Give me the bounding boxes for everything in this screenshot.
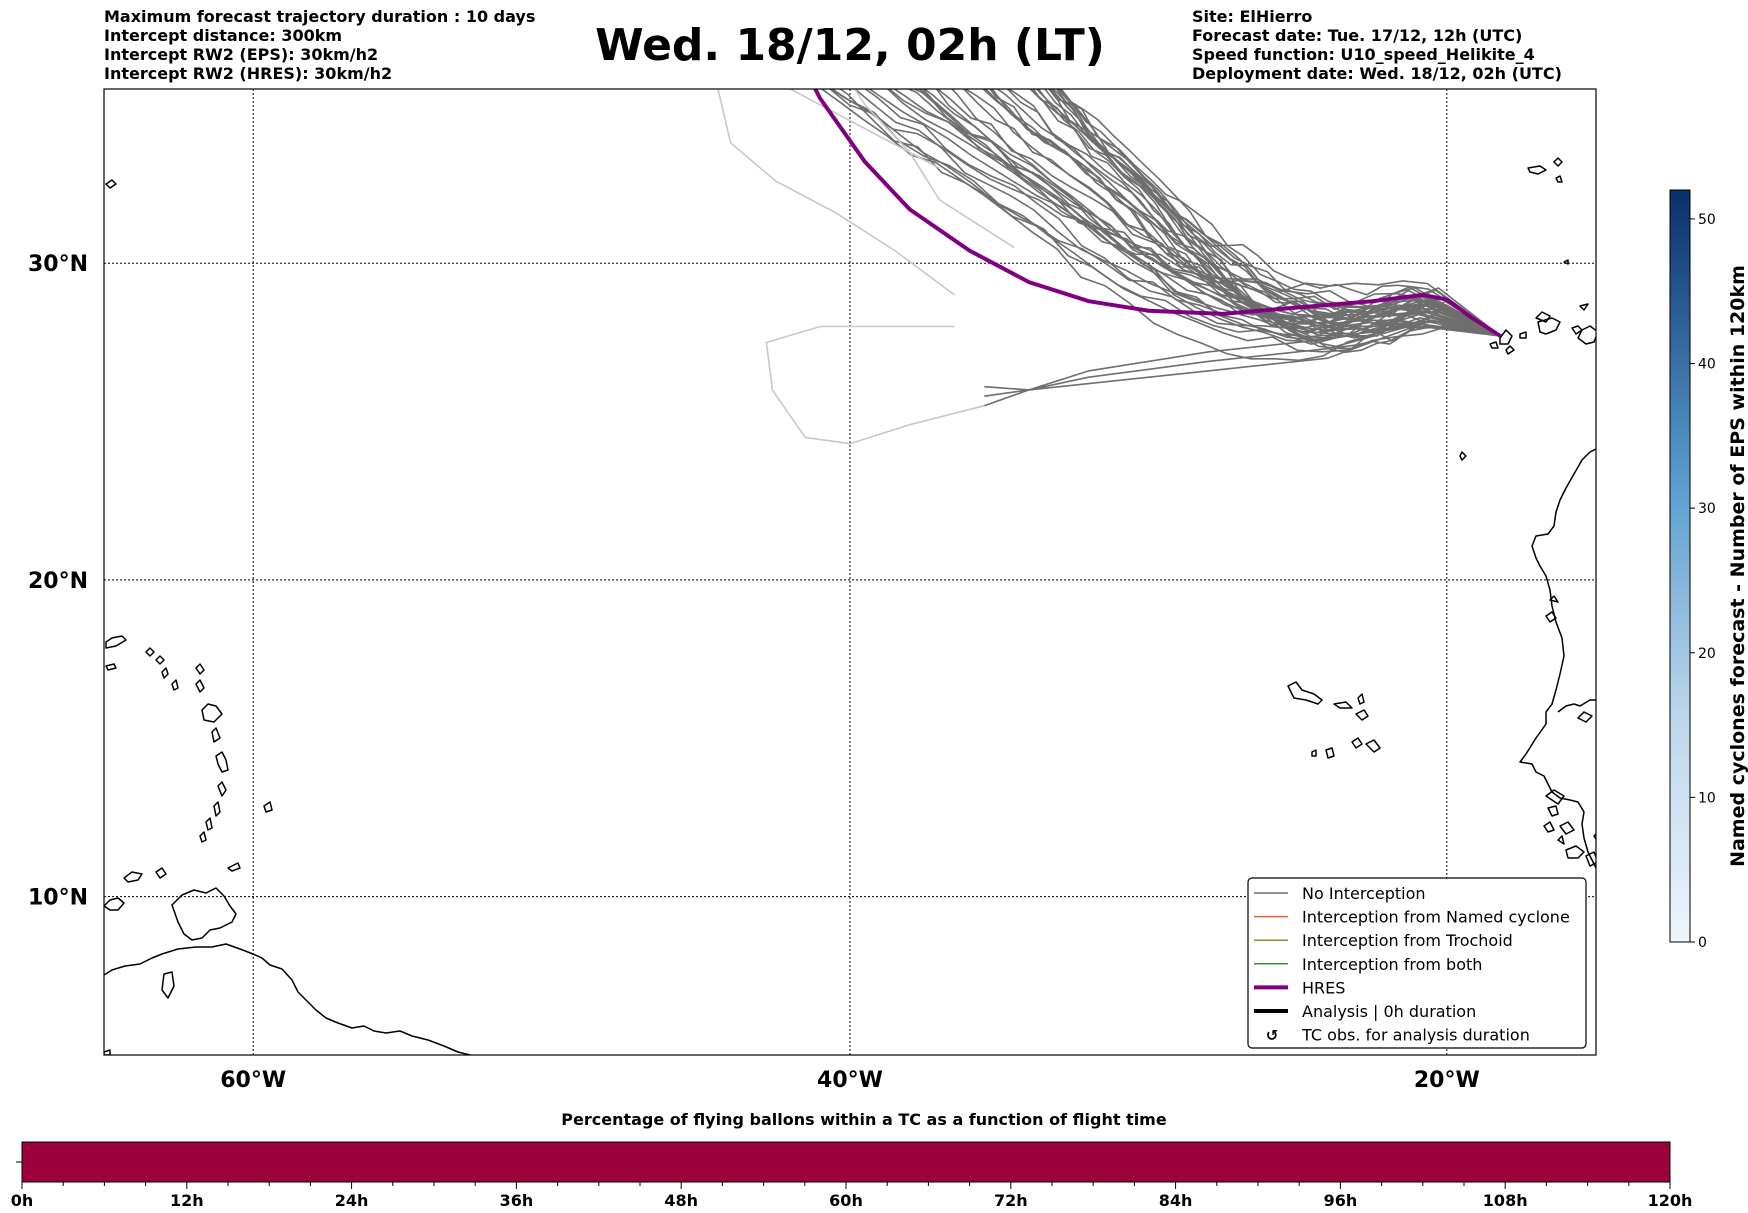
eps-trajectory <box>1006 89 1501 342</box>
colorbar-label: Named cyclones forecast - Number of EPS … <box>1727 265 1748 867</box>
eps-trajectory <box>888 89 1501 341</box>
header-right-line: Speed function: U10_speed_Helikite_4 <box>1192 45 1535 64</box>
page-title: Wed. 18/12, 02h (LT) <box>595 20 1105 71</box>
africa-coast <box>1519 448 1596 870</box>
eps-trajectory <box>863 89 1501 337</box>
timeline-title: Percentage of flying ballons within a TC… <box>561 1110 1167 1129</box>
eps-trajectory <box>1029 89 1501 350</box>
timeline-tick-label: 48h <box>664 1191 698 1210</box>
lon-label: 20°W <box>1414 1068 1480 1093</box>
eps-trajectory <box>962 89 1501 337</box>
eps-trajectory <box>1058 89 1501 337</box>
timeline-tick-label: 0h <box>11 1191 34 1210</box>
eps-trajectory <box>830 89 1501 353</box>
eps-trajectory <box>917 89 1501 337</box>
trajectory-ensemble <box>717 89 1502 445</box>
longitude-labels: 60°W 40°W 20°W <box>220 1068 1479 1093</box>
flight-time-timeline: Percentage of flying ballons within a TC… <box>11 1110 1693 1210</box>
colorbar-tick-label: 0 <box>1698 935 1707 951</box>
header-right-info: Site: ElHierro Forecast date: Tue. 17/12… <box>1192 7 1562 83</box>
hres-trajectory <box>812 89 1502 338</box>
eps-trajectory <box>1037 89 1501 337</box>
colorbar-tick-label: 40 <box>1698 357 1716 373</box>
colorbar-tick-label: 30 <box>1698 501 1716 517</box>
legend-label: No Interception <box>1302 884 1426 903</box>
eps-trajectory <box>868 89 1501 337</box>
eps-trajectory-faint <box>854 89 1015 249</box>
legend-box <box>1247 877 1587 1049</box>
colorbar-tick-label: 50 <box>1698 212 1716 228</box>
eps-trajectory <box>921 89 1501 337</box>
map-legend: No Interception Interception from Named c… <box>1247 877 1587 1049</box>
map-frame <box>103 88 1597 1056</box>
header-left-line: Intercept distance: 300km <box>104 26 343 45</box>
lon-label: 60°W <box>220 1068 286 1093</box>
timeline-tick-label: 60h <box>829 1191 863 1210</box>
eps-trajectory-faint <box>788 89 940 169</box>
legend-label: Interception from Named cyclone <box>1302 908 1570 927</box>
tc-obs-icon: ↺ <box>1266 1027 1279 1045</box>
header-left-line: Intercept RW2 (EPS): 30km/h2 <box>104 45 379 64</box>
eps-trajectory <box>1060 89 1501 337</box>
eps-trajectory <box>984 319 1501 391</box>
legend-label: HRES <box>1302 978 1345 997</box>
south-america-coast <box>104 943 471 1055</box>
header-left-info: Maximum forecast trajectory duration : 1… <box>104 7 535 83</box>
eps-trajectory-faint <box>717 89 955 296</box>
coastlines <box>104 157 1596 1055</box>
colorbar-tick-label: 20 <box>1698 646 1716 662</box>
timeline-tick-label: 12h <box>170 1191 204 1210</box>
header-left-line: Intercept RW2 (HRES): 30km/h2 <box>104 64 393 83</box>
header-left-line: Maximum forecast trajectory duration : 1… <box>104 7 536 26</box>
timeline-tick-label: 96h <box>1324 1191 1358 1210</box>
timeline-tick-label: 120h <box>1648 1191 1693 1210</box>
legend-label: Interception from Trochoid <box>1302 931 1513 950</box>
lon-label: 40°W <box>817 1068 883 1093</box>
legend-label: Interception from both <box>1302 955 1482 974</box>
header-right-line: Site: ElHierro <box>1192 7 1313 26</box>
timeline-tick-label: 108h <box>1483 1191 1528 1210</box>
eps-trajectory <box>1047 89 1501 337</box>
latitude-labels: 30°N 20°N 10°N <box>28 252 88 910</box>
lat-label: 10°N <box>28 886 88 911</box>
legend-label: TC obs. for analysis duration <box>1301 1026 1530 1045</box>
eps-trajectory-faint <box>765 325 985 445</box>
timeline-tick-label: 24h <box>335 1191 369 1210</box>
timeline-tick-label: 84h <box>1159 1191 1193 1210</box>
legend-label: Analysis | 0h duration <box>1302 1002 1476 1021</box>
timeline-tick-label: 72h <box>994 1191 1028 1210</box>
header-right-line: Forecast date: Tue. 17/12, 12h (UTC) <box>1192 26 1523 45</box>
timeline-tick-label: 36h <box>500 1191 534 1210</box>
lat-label: 30°N <box>28 252 88 277</box>
colorbar-tick-label: 10 <box>1698 790 1716 806</box>
header-right-line: Deployment date: Wed. 18/12, 02h (UTC) <box>1192 64 1562 83</box>
eps-trajectory <box>1055 89 1501 354</box>
timeline-bar <box>21 1141 1671 1183</box>
lat-label: 20°N <box>28 569 88 594</box>
eps-trajectory <box>950 89 1501 337</box>
cyclone-colorbar: 0 10 20 30 40 50 Named cyclones forecast - Nu… <box>1669 189 1748 951</box>
colorbar-gradient <box>1669 189 1691 943</box>
